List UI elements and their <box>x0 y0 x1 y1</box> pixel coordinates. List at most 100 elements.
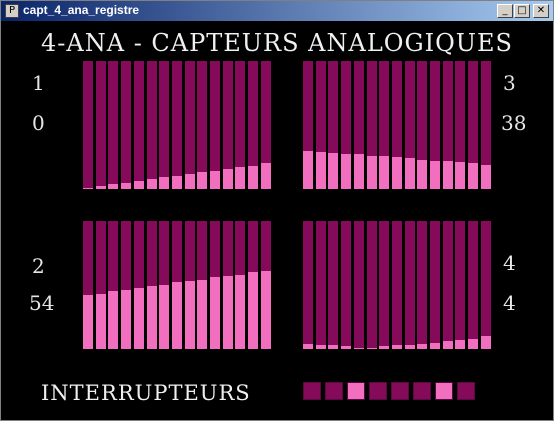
sensor-2-bar <box>108 221 119 349</box>
sensor-4-bar-fill <box>366 347 377 349</box>
minimize-button[interactable]: _ <box>497 4 513 18</box>
sensor-3-bar <box>404 61 415 189</box>
sensor-3-bar <box>417 61 428 189</box>
sensor-1-id: 1 <box>32 71 45 95</box>
sensor-2-bar-fill <box>222 276 233 349</box>
sensor-4-bar-fill <box>417 343 428 349</box>
sensor-4-bar-fill <box>379 346 390 349</box>
sensor-4-value: 4 <box>503 291 516 315</box>
sensor-1-bar-fill <box>184 173 195 189</box>
interrupteurs-label: INTERRUPTEURS <box>41 381 251 405</box>
sensor-4-bar <box>442 221 453 349</box>
sensor-2-bar-fill <box>146 286 157 349</box>
sensor-3-bar-fill <box>404 158 415 189</box>
sensor-1-bar-fill <box>197 172 208 189</box>
sensor-1-bar <box>83 61 93 189</box>
sensor-3-bar <box>328 61 339 189</box>
sensor-4-bar <box>430 221 440 349</box>
sensor-3-bar <box>391 61 402 189</box>
sensor-3-id: 3 <box>503 71 516 95</box>
sensor-4-bar <box>315 221 326 349</box>
sensor-1-bar-fill <box>146 178 157 189</box>
sensor-2-bar-fill <box>197 279 208 349</box>
sensor-1-bar-fill <box>260 163 271 189</box>
switch-1[interactable] <box>303 382 321 400</box>
sensor-3-bar <box>480 61 491 189</box>
sensor-3-bar-fill <box>341 154 352 189</box>
sensor-1-bar-fill <box>83 187 93 189</box>
switch-5[interactable] <box>391 382 409 400</box>
sensor-1-bar <box>260 61 271 189</box>
sensor-2-value: 54 <box>29 291 55 315</box>
sensor-2-bar <box>146 221 157 349</box>
window-title: capt_4_ana_registre <box>23 3 140 17</box>
sensor-1-graph <box>83 61 273 189</box>
sensor-4-bar-fill <box>480 336 491 349</box>
sensor-4-bar-fill <box>404 345 415 349</box>
sensor-3-bar <box>379 61 390 189</box>
sensor-3-bar-fill <box>480 164 491 189</box>
sensor-4-bar <box>480 221 491 349</box>
switch-3[interactable] <box>347 382 365 400</box>
sensor-2-bar <box>260 221 271 349</box>
sensor-1-bar-fill <box>235 167 246 189</box>
sensor-2-bar <box>83 221 93 349</box>
sensor-2-bar-fill <box>260 270 271 349</box>
sensor-3-bar-fill <box>315 151 326 189</box>
sensor-2-bar-fill <box>210 277 220 349</box>
sensor-4-bar <box>404 221 415 349</box>
sensor-3-graph <box>303 61 493 189</box>
sensor-1-bar-fill <box>248 165 259 189</box>
sensor-2-bar <box>222 221 233 349</box>
sensor-1-bar <box>133 61 144 189</box>
sensor-1-bar <box>222 61 233 189</box>
sensor-3-bar-fill <box>417 159 428 189</box>
sensor-1-value: 0 <box>32 111 45 135</box>
sensor-2-bar <box>133 221 144 349</box>
sensor-4-bar-fill <box>303 343 313 349</box>
sensor-3-bar-fill <box>328 153 339 189</box>
sensor-2-bar-fill <box>235 274 246 349</box>
sensor-2-bar <box>159 221 170 349</box>
sensor-1-bar-fill <box>210 171 220 189</box>
sensor-3-bar <box>315 61 326 189</box>
close-button[interactable]: ✕ <box>533 4 549 18</box>
sensor-2-bar-fill <box>121 290 132 349</box>
sensor-3-bar <box>341 61 352 189</box>
sensor-3-bar-fill <box>455 162 466 189</box>
sensor-2-bar <box>171 221 182 349</box>
sensor-4-bar-fill <box>341 346 352 349</box>
switch-6[interactable] <box>413 382 431 400</box>
sensor-2-bar-fill <box>95 293 106 349</box>
sensor-2-bar <box>121 221 132 349</box>
sensor-1-bar-fill <box>159 177 170 189</box>
sensor-1-bar <box>248 61 259 189</box>
sensor-3-bar <box>366 61 377 189</box>
sensor-1-bar <box>210 61 220 189</box>
sensor-1-bar <box>184 61 195 189</box>
sensor-4-id: 4 <box>503 251 516 275</box>
title-bar[interactable]: P capt_4_ana_registre _ □ ✕ <box>1 1 553 21</box>
switch-8[interactable] <box>457 382 475 400</box>
sensor-1-bar-fill <box>222 168 233 189</box>
sensor-2-bar <box>184 221 195 349</box>
sensor-1-bar <box>121 61 132 189</box>
switch-7[interactable] <box>435 382 453 400</box>
sensor-4-bar-fill <box>315 345 326 349</box>
sensor-4-bar <box>353 221 364 349</box>
sensor-1-bar <box>95 61 106 189</box>
sensor-4-bar <box>417 221 428 349</box>
sensor-4-bar <box>455 221 466 349</box>
maximize-button[interactable]: □ <box>514 4 530 18</box>
sensor-2-graph <box>83 221 273 349</box>
switch-2[interactable] <box>325 382 343 400</box>
app-icon[interactable]: P <box>5 4 19 18</box>
sensor-2-bar <box>235 221 246 349</box>
sensor-3-bar <box>468 61 479 189</box>
sensor-1-bar <box>197 61 208 189</box>
switch-4[interactable] <box>369 382 387 400</box>
sensor-4-bar-fill <box>442 341 453 349</box>
sketch-canvas: 4-ANA - CAPTEURS ANALOGIQUES 1 0 2 54 3 … <box>1 21 553 420</box>
sensor-2-bar <box>197 221 208 349</box>
sensor-1-bar-fill <box>121 182 132 189</box>
